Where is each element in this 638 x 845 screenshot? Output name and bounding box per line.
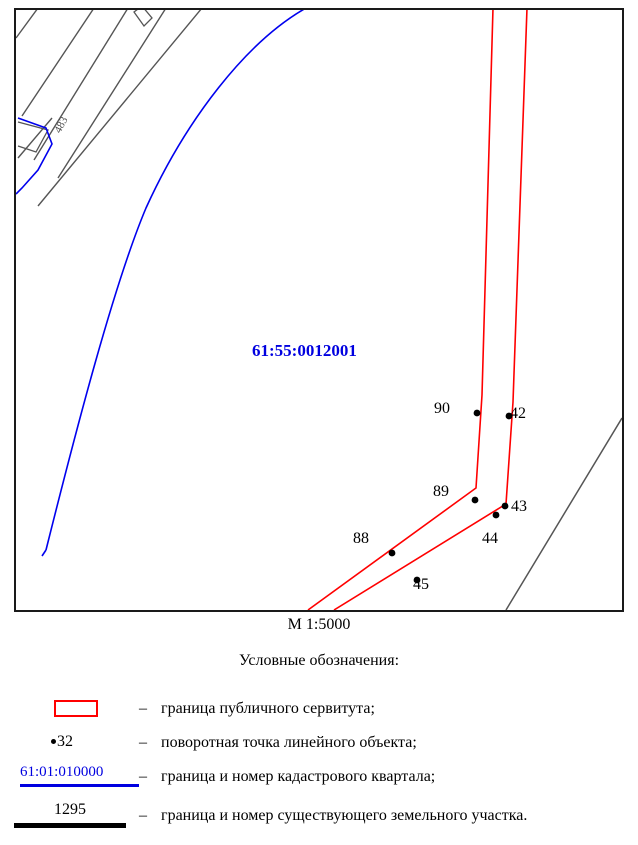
turning-point-dots (388, 409, 513, 584)
legend-dash-3: – (139, 768, 147, 785)
legend-title: Условные обозначения: (238, 652, 400, 669)
turning-point-dot-45 (413, 576, 421, 584)
legend: – граница публичного сервитута; 32 – пов… (14, 692, 624, 838)
legend-text-turning-point: поворотная точка линейного объекта; (161, 734, 417, 751)
turning-point-label-45: 45 (413, 576, 429, 593)
quarter-boundary-inset (16, 117, 53, 195)
legend-symbol-parcel-number: 1295 (54, 801, 86, 818)
legend-row-quarter: 61:01:010000 – граница и номер кадастров… (14, 760, 624, 794)
legend-symbol-point-number: 32 (57, 733, 73, 750)
turning-point-dot-89 (471, 496, 479, 504)
legend-symbol-quarter: 61:01:010000 (14, 760, 139, 794)
servitude-boundary-red (307, 10, 528, 610)
servitude-line-east (333, 10, 528, 610)
turning-point-dot-88 (388, 549, 396, 557)
map-scale: М 1:5000 (287, 616, 351, 633)
parcel-line-4 (57, 10, 166, 179)
turning-point-label-42: 42 (510, 405, 526, 422)
legend-row-parcel: 1295 – граница и номер существующего зем… (14, 794, 624, 838)
parcel-line-7 (505, 417, 622, 610)
legend-row-servitude: – граница публичного сервитута; (14, 692, 624, 726)
legend-text-parcel: граница и номер существующего земельного… (161, 807, 528, 824)
map-drawing (16, 10, 622, 610)
cadastral-quarter-label: 61:55:0012001 (252, 341, 357, 360)
turning-point-label-88: 88 (353, 530, 369, 547)
legend-text-quarter: граница и номер кадастрового квартала; (161, 768, 436, 785)
turning-point-label-89: 89 (433, 483, 449, 500)
parcel-line-3 (33, 10, 128, 161)
point-marker-icon: 32 (51, 733, 73, 751)
turning-point-label-43: 43 (511, 498, 527, 515)
legend-dash-2: – (139, 734, 147, 751)
turning-point-dot-44 (492, 511, 500, 519)
parcel-boundary-right (505, 417, 622, 610)
legend-symbol-quarter-number: 61:01:010000 (20, 764, 104, 780)
legend-symbol-parcel: 1295 (14, 799, 139, 833)
dot-icon (51, 739, 56, 744)
map-frame: 61:55:0012001 483 90 42 89 43 44 88 45 (14, 8, 624, 612)
quarter-boundary-line (45, 10, 305, 551)
parcel-line-2 (21, 10, 94, 117)
legend-row-turning-point: 32 – поворотная точка линейного объекта; (14, 726, 624, 760)
red-rectangle-icon (54, 700, 98, 717)
blue-rule-icon (20, 784, 139, 787)
turning-point-label-90: 90 (434, 400, 450, 417)
parcel-sliver (133, 10, 153, 28)
black-rule-icon (14, 823, 126, 828)
parcel-line-1 (16, 10, 38, 39)
legend-symbol-turning-point: 32 (14, 726, 139, 760)
parcel-line-6 (17, 117, 53, 159)
parcel-small-polygon (17, 121, 49, 153)
legend-dash-1: – (139, 700, 147, 717)
legend-text-servitude: граница публичного сервитута; (161, 700, 375, 717)
quarter-boundary-left-stub (41, 549, 47, 557)
turning-point-dot-43 (501, 502, 509, 510)
turning-point-label-44: 44 (482, 530, 498, 547)
legend-symbol-servitude (14, 692, 139, 726)
turning-point-dot-42 (505, 412, 513, 420)
legend-dash-4: – (139, 807, 147, 824)
servitude-line-west (307, 10, 494, 610)
turning-point-dot-90 (473, 409, 481, 417)
parcel-line-5 (37, 10, 202, 207)
quarter-boundary-blue (16, 10, 305, 557)
parcel-boundaries-gray (16, 10, 202, 207)
